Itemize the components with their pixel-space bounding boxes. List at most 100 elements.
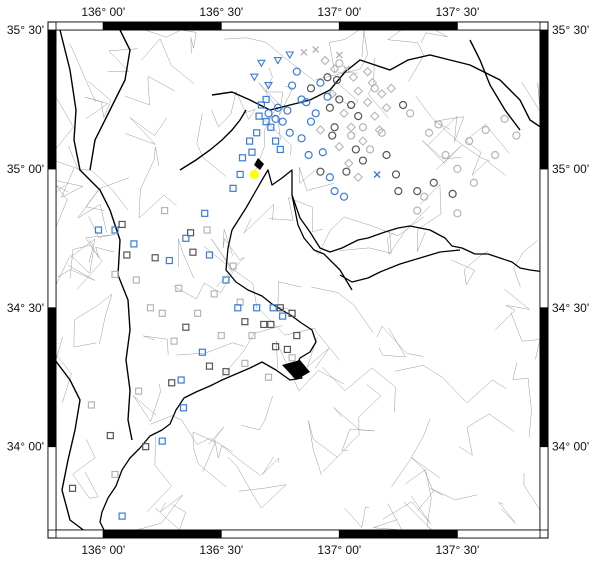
municipal-boundary (147, 435, 172, 512)
station-triangle-blue (264, 82, 273, 90)
lon-label-bottom: 136° 30' (199, 543, 243, 557)
station-circle-light (481, 125, 490, 135)
municipal-boundary (411, 457, 441, 512)
frame-bar-right (539, 446, 549, 531)
station-square-dark (106, 431, 114, 440)
station-square-dark (123, 251, 131, 259)
station-circle-light (424, 128, 434, 137)
municipal-boundary (391, 418, 431, 487)
station-triangle-blue (249, 73, 259, 82)
right-latitude-labels: 35° 30' 35° 00' 34° 30' 34° 00' (552, 23, 589, 454)
lon-label-bottom: 136° 00' (81, 543, 125, 557)
station-circle-light (377, 128, 386, 137)
municipal-boundary (208, 426, 261, 476)
municipal-boundary (69, 239, 95, 274)
coastline-layer (99, 158, 546, 531)
station-circle-dark (342, 167, 351, 176)
station-square-dark (186, 229, 195, 237)
station-square-dark (276, 304, 284, 312)
municipal-boundary (77, 189, 107, 233)
frame-bar-bottom (338, 529, 458, 539)
frame-bar-left (47, 307, 57, 448)
municipal-boundary (85, 216, 115, 258)
municipal-boundary (387, 205, 431, 256)
station-square-blue (262, 118, 270, 126)
station-circle-blue (304, 150, 313, 160)
municipal-boundary (69, 244, 103, 290)
municipal-boundary (382, 495, 432, 525)
municipal-boundary (376, 325, 424, 357)
frame-bar-bottom (456, 529, 541, 539)
station-circle-blue (330, 187, 339, 196)
station-diamond-light (320, 55, 330, 66)
station-square-light (210, 290, 218, 298)
municipal-boundary (302, 216, 424, 255)
station-circle-light (434, 120, 443, 129)
station-diamond-light (386, 83, 397, 94)
shiga-mie-boundary (59, 29, 133, 441)
municipal-boundary (136, 494, 183, 531)
municipal-boundary (333, 407, 375, 451)
frame-bar-right (539, 168, 549, 309)
station-square-dark (288, 309, 296, 317)
municipal-boundary (220, 325, 283, 379)
frame-bar-top (456, 21, 541, 31)
municipal-boundary (72, 439, 99, 499)
station-square-blue (253, 304, 261, 312)
station-square-blue (111, 226, 119, 234)
station-circle-light (465, 137, 474, 146)
station-circle-blue (325, 173, 334, 182)
municipal-boundary (196, 113, 227, 177)
municipal-boundary (241, 395, 273, 431)
station-circle-dark (358, 156, 368, 165)
municipal-boundary (69, 43, 96, 103)
municipal-boundary (176, 342, 245, 356)
municipal-boundary (55, 238, 96, 285)
lon-label-top: 137° 30' (435, 5, 479, 19)
station-square-dark (271, 343, 280, 351)
station-circle-blue (271, 114, 280, 123)
municipal-boundary (322, 384, 382, 472)
station-square-dark (189, 248, 197, 256)
station-circle-dark (413, 187, 422, 196)
municipal-boundary (227, 456, 287, 509)
frame-bar-bottom (102, 529, 222, 539)
station-square-dark (68, 484, 77, 492)
municipal-boundary (265, 67, 294, 116)
station-circle-blue (273, 103, 283, 112)
station-diamond-light (327, 89, 338, 99)
municipal-boundary (125, 117, 168, 145)
station-circle-blue (283, 106, 292, 115)
municipal-boundary (268, 197, 323, 232)
station-circle-blue (302, 98, 311, 107)
station-square-dark (241, 318, 249, 326)
station-circle-light (420, 192, 429, 201)
station-circle-light (441, 150, 450, 160)
station-square-light (248, 331, 256, 340)
station-circle-light (413, 206, 422, 215)
lat-label-left: 34° 00' (7, 440, 44, 454)
station-square-dark (222, 368, 230, 376)
station-square-blue (198, 348, 206, 356)
municipal-boundary (254, 82, 286, 173)
station-square-blue (182, 234, 190, 242)
station-square-dark (168, 379, 176, 387)
station-square-dark (151, 254, 159, 262)
nagoya-port (254, 158, 264, 170)
municipal-boundary (133, 383, 161, 423)
station-square-blue (238, 154, 247, 162)
station-square-dark (260, 320, 268, 329)
station-square-blue (271, 137, 280, 145)
frame-bar-bottom (220, 529, 340, 539)
station-triangle-blue (273, 57, 283, 65)
station-circle-dark (354, 112, 363, 121)
station-circle-blue (306, 117, 316, 126)
municipal-boundary (178, 238, 195, 279)
municipal-boundary (144, 29, 197, 54)
station-markers (68, 45, 521, 520)
station-square-blue (229, 184, 237, 192)
station-circle-dark (351, 145, 360, 154)
municipal-boundary (373, 503, 403, 531)
station-circle-light (406, 109, 415, 118)
